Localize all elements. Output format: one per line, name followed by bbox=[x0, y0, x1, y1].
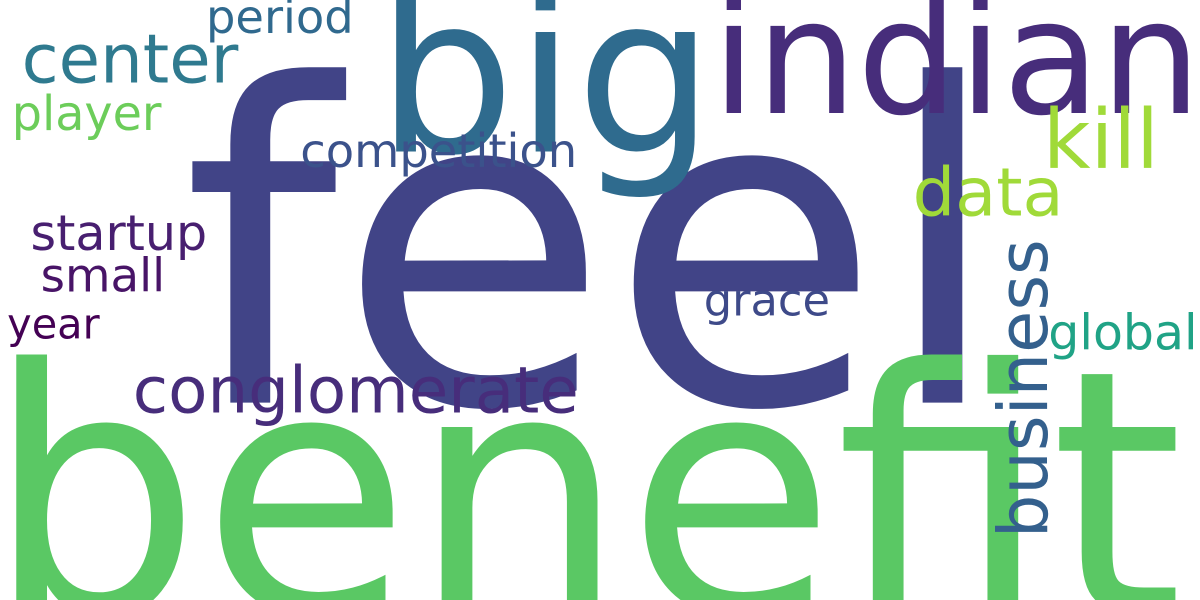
word-conglomerate: conglomerate bbox=[132, 353, 579, 429]
word-small: small bbox=[40, 249, 166, 304]
word-indian: indian bbox=[711, 0, 1200, 152]
word-feel: feel bbox=[182, 0, 1004, 508]
word-kill: kill bbox=[1042, 93, 1160, 189]
word-global: global bbox=[1048, 304, 1198, 362]
word-center: center bbox=[21, 19, 239, 99]
word-grace: grace bbox=[703, 273, 830, 327]
word-benefit: benefit bbox=[0, 298, 1184, 600]
word-business: business bbox=[983, 239, 1064, 539]
word-data: data bbox=[912, 153, 1064, 232]
word-big: big bbox=[376, 0, 715, 204]
word-competition: competition bbox=[300, 123, 578, 178]
word-period: period bbox=[205, 0, 354, 44]
word-startup: startup bbox=[30, 203, 208, 262]
word-player: player bbox=[11, 87, 162, 143]
word-year: year bbox=[7, 300, 100, 349]
